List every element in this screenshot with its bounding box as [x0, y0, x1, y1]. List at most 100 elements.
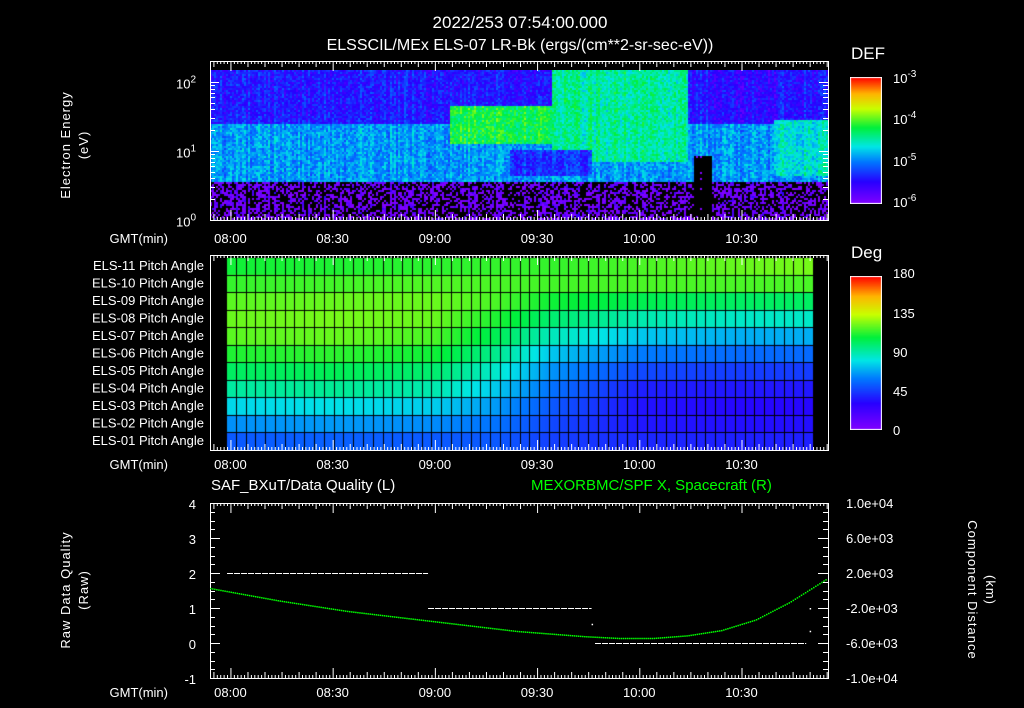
- pitch-row-label: ELS-06 Pitch Angle: [92, 346, 204, 361]
- orbit-point: [402, 617, 404, 619]
- orbit-point: [547, 633, 549, 635]
- spec-time-label: 08:00: [214, 231, 247, 246]
- orbit-point: [577, 635, 580, 637]
- orbit-point: [582, 635, 584, 638]
- orbit-point: [275, 599, 277, 602]
- pitch-time-label: 09:00: [419, 457, 452, 472]
- orbit-point: [252, 595, 255, 598]
- orbit-point: [759, 616, 762, 619]
- orbit-point: [449, 622, 451, 625]
- orbit-point: [224, 590, 226, 592]
- orbit-point: [502, 629, 504, 631]
- orbit-point: [406, 617, 408, 620]
- orbit-point: [747, 621, 750, 624]
- orbit-point: [584, 635, 586, 638]
- orbit-point: [530, 631, 533, 634]
- orbit-point: [573, 635, 576, 637]
- orbit-point: [424, 619, 427, 622]
- orbit-point: [414, 618, 416, 621]
- orbit-point: [753, 619, 756, 622]
- orbit-point: [508, 629, 510, 632]
- orbit-point: [643, 637, 645, 640]
- orbit-point: [565, 634, 568, 637]
- def-colorbar-tick-label-exp: -4: [907, 110, 916, 121]
- orbit-point: [549, 633, 551, 635]
- orbit-point: [706, 632, 709, 634]
- orbit-point: [263, 597, 265, 599]
- orbit-point: [418, 619, 421, 621]
- orbit-point: [545, 632, 547, 635]
- orbit-point: [281, 600, 284, 603]
- energy-tick-label-base: 10: [176, 77, 190, 92]
- orbit-point: [512, 630, 515, 632]
- def-colorbar-tick-label-base: 10: [893, 112, 907, 127]
- orbit-point: [612, 637, 615, 639]
- orbit-point: [459, 624, 461, 626]
- quality-time-label: 09:00: [419, 685, 452, 700]
- orbit-point: [770, 611, 772, 614]
- orbit-point: [768, 612, 770, 615]
- orbit-point: [467, 624, 470, 627]
- orbit-point: [363, 612, 365, 615]
- deg-colorbar-tick-label: 90: [893, 345, 907, 360]
- pitch-time-label: 08:30: [316, 457, 349, 472]
- orbit-point: [757, 617, 760, 620]
- orbit-point: [735, 625, 737, 627]
- orbit-point: [297, 603, 300, 605]
- orbit-point: [259, 596, 261, 599]
- orbit-point: [522, 631, 525, 633]
- orbit-point: [346, 610, 349, 613]
- pitch-gmt-label: GMT(min): [110, 457, 169, 472]
- deg-colorbar-tick-label: 45: [893, 384, 907, 399]
- orbit-point: [287, 601, 290, 604]
- orbit-point: [755, 619, 758, 621]
- deg-colorbar-tick-label: 135: [893, 306, 915, 321]
- pitch-time-label: 09:30: [521, 457, 554, 472]
- orbit-point: [301, 603, 304, 606]
- orbit-point: [506, 629, 508, 632]
- orbit-point: [318, 606, 320, 608]
- quality-point: [809, 608, 812, 610]
- orbit-point: [383, 615, 386, 617]
- orbit-point: [494, 628, 496, 630]
- orbit-point: [541, 632, 543, 635]
- orbit-point: [447, 622, 449, 625]
- orbit-point: [792, 599, 795, 602]
- orbit-point: [455, 623, 457, 626]
- orbit-point: [819, 582, 821, 585]
- energy-tick-label: 100: [176, 213, 196, 230]
- orbit-point: [788, 602, 791, 604]
- orbit-point: [377, 614, 380, 616]
- orbit-point: [299, 603, 302, 605]
- orbit-point: [716, 630, 719, 633]
- orbit-point: [782, 605, 784, 607]
- orbit-point: [633, 637, 635, 640]
- orbit-point: [627, 637, 629, 640]
- quality-axis-label-line2: (Raw): [76, 570, 91, 610]
- quality-axis-label: Raw Data Quality (Raw): [58, 531, 91, 648]
- orbit-point: [543, 632, 545, 635]
- orbit-point: [369, 613, 371, 615]
- orbit-point: [485, 627, 488, 629]
- orbit-point: [469, 625, 472, 627]
- quality-gmt-label: GMT(min): [110, 685, 169, 700]
- orbit-point: [334, 608, 337, 611]
- orbit-point: [314, 605, 316, 608]
- quality-point: [591, 623, 594, 626]
- orbit-point: [291, 602, 294, 604]
- orbit-point: [445, 622, 447, 624]
- orbit-point: [306, 604, 308, 606]
- pitch-row-label: ELS-07 Pitch Angle: [92, 328, 204, 343]
- distance-axis-label-line2: (km): [983, 575, 998, 605]
- deg-colorbar-tick-label: 0: [893, 423, 900, 438]
- orbit-point: [232, 591, 234, 594]
- orbit-point: [492, 627, 494, 630]
- orbit-point: [631, 637, 633, 640]
- orbit-point: [436, 621, 439, 623]
- orbit-point: [778, 607, 780, 609]
- orbit-point: [422, 619, 425, 622]
- orbit-point: [684, 635, 686, 637]
- orbit-point: [622, 637, 625, 640]
- pitch-time-label: 08:00: [214, 457, 247, 472]
